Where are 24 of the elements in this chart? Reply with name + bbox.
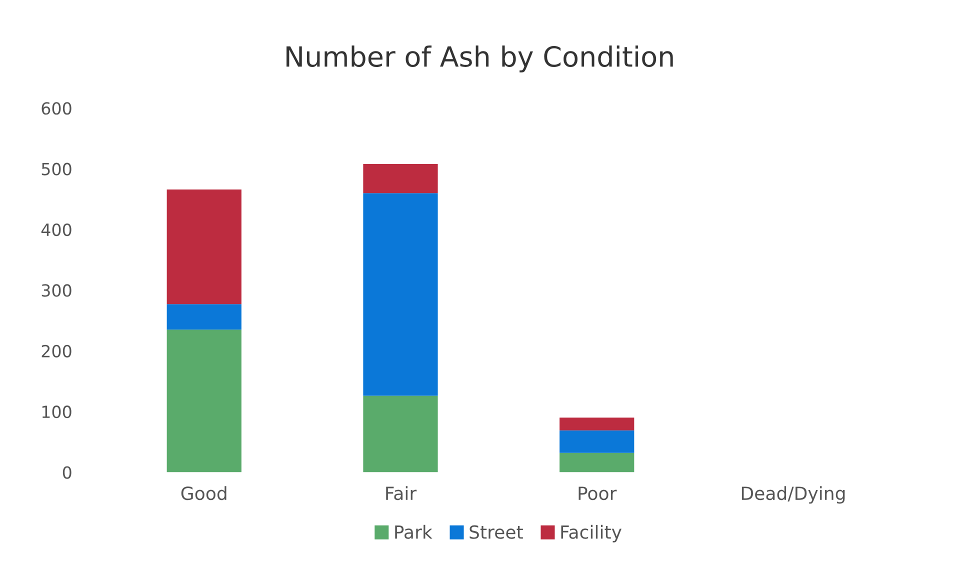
x-tick-label: Dead/Dying — [742, 486, 845, 504]
bar — [560, 452, 634, 472]
bar — [560, 418, 634, 430]
bar — [166, 330, 242, 472]
legend-label: Park — [395, 524, 432, 539]
bar — [363, 396, 438, 472]
x-tick-label: Good — [181, 486, 226, 500]
bar — [166, 189, 242, 304]
y-tick-label: 200 — [42, 344, 72, 358]
y-tick-label: 300 — [42, 284, 72, 297]
y-tick-label: 0 — [62, 466, 72, 479]
legend-label: Street — [470, 525, 523, 539]
y-tick-label: 400 — [41, 223, 72, 236]
x-tick-label: Fair — [386, 486, 417, 500]
bar — [363, 193, 438, 396]
bar — [363, 164, 438, 194]
bar — [560, 430, 634, 453]
x-tick-label: Poor — [578, 486, 617, 500]
y-tick-label: 600 — [42, 102, 72, 115]
bar — [166, 304, 242, 330]
chart-title: Number of Ash by Condition — [286, 46, 673, 72]
legend-label: Facility — [561, 524, 622, 542]
y-tick-label: 100 — [42, 406, 72, 418]
y-tick-label: 500 — [42, 162, 72, 176]
